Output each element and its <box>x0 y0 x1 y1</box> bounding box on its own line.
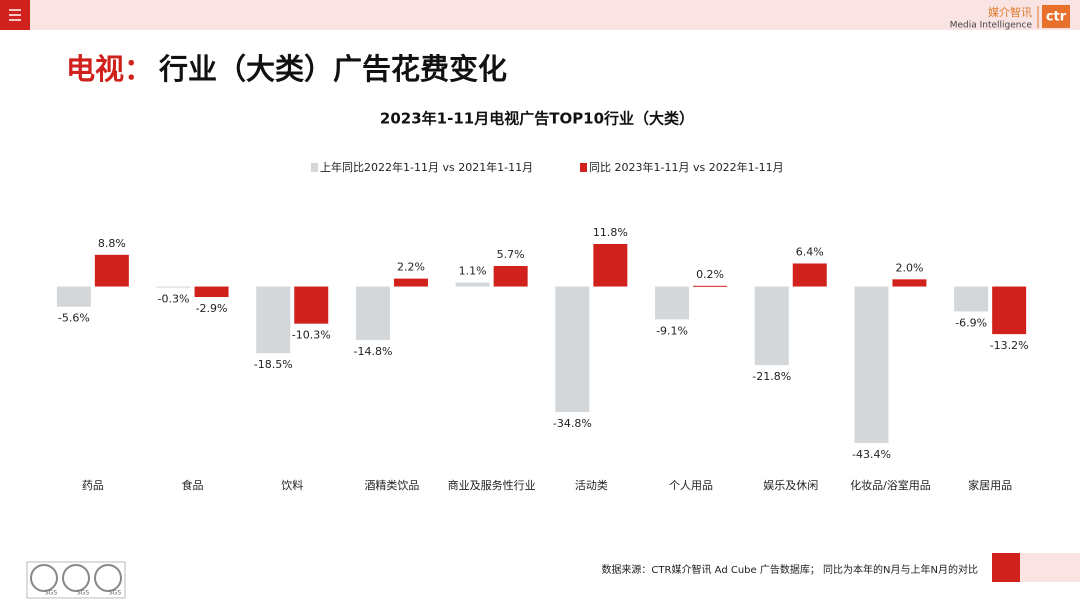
badge-label: SGS <box>109 590 121 597</box>
badge-label: SGS <box>45 590 57 597</box>
value-label: -6.9% <box>955 316 987 329</box>
value-label: 6.4% <box>796 245 824 258</box>
x-tick-label: 酒精类饮品 <box>364 478 419 492</box>
legend-swatch <box>311 163 318 172</box>
bar <box>754 286 789 366</box>
bar <box>854 286 889 443</box>
x-tick-label: 家居用品 <box>968 478 1012 492</box>
bar <box>593 244 628 287</box>
bar <box>493 265 528 287</box>
value-label: 5.7% <box>497 248 525 261</box>
value-label: -5.6% <box>58 312 90 325</box>
logo-box <box>1042 5 1070 28</box>
value-label: -34.8% <box>553 417 592 430</box>
value-label: 11.8% <box>593 226 628 239</box>
bar <box>294 286 329 324</box>
bar <box>194 286 229 297</box>
x-tick-label: 化妆品/浴室用品 <box>850 478 931 492</box>
value-label: -14.8% <box>353 345 392 358</box>
bar <box>455 282 490 287</box>
footer-band <box>1020 553 1080 582</box>
bar <box>655 286 690 320</box>
badge-icons <box>30 564 122 592</box>
value-label: -9.1% <box>656 324 688 337</box>
logo-mark: ctr <box>1046 10 1067 25</box>
legend-label: 上年同比2022年1-11月 vs 2021年1-11月 <box>320 160 533 174</box>
footer: 数据来源：CTR媒介智讯 Ad Cube 广告数据库； 同比为本年的N月与上年N… <box>601 563 978 576</box>
bar <box>792 263 827 287</box>
x-tick-label: 商业及服务性行业 <box>448 478 536 492</box>
value-label: -18.5% <box>254 358 293 371</box>
top-bar <box>0 0 1080 30</box>
badge-label: SGS <box>77 590 89 597</box>
value-label: 1.1% <box>459 265 487 278</box>
x-tick-label: 食品 <box>182 478 204 492</box>
page-title: 行业（大类）广告花费变化 <box>158 52 507 86</box>
value-label: 0.2% <box>696 268 724 281</box>
x-tick-label: 个人用品 <box>669 479 713 492</box>
value-label: -2.9% <box>196 302 228 315</box>
bar <box>693 285 728 287</box>
x-tick-label: 饮料 <box>281 478 303 492</box>
value-label: 2.0% <box>895 261 923 274</box>
bar <box>393 278 428 287</box>
legend-label: 同比 2023年1-11月 vs 2022年1-11月 <box>589 160 784 174</box>
bar <box>94 254 129 287</box>
bar <box>256 286 291 354</box>
x-tick-label: 活动类 <box>575 478 608 492</box>
x-tick-label: 娱乐及休闲 <box>763 478 818 492</box>
legend-swatch <box>580 163 587 172</box>
logo-en: Media Intelligence <box>950 21 1033 31</box>
menu-icon <box>9 9 21 21</box>
value-label: 8.8% <box>98 237 126 250</box>
chart-title: 2023年1-11月电视广告TOP10行业（大类） <box>380 110 694 128</box>
value-label: -0.3% <box>158 293 190 306</box>
footer-block <box>992 553 1020 582</box>
x-tick-label: 药品 <box>82 479 104 492</box>
value-label: 2.2% <box>397 261 425 274</box>
value-label: -10.3% <box>292 329 331 342</box>
value-label: -13.2% <box>990 339 1029 352</box>
page-title-highlight: 电视： <box>66 52 153 86</box>
bar <box>156 286 191 288</box>
value-label: -43.4% <box>852 448 891 461</box>
logo-cn: 媒介智讯 <box>988 5 1032 19</box>
bar <box>56 286 91 307</box>
value-label: -21.8% <box>752 370 791 383</box>
bar <box>355 286 390 340</box>
bar <box>555 286 590 412</box>
bar <box>992 286 1027 335</box>
bar <box>892 279 927 287</box>
bar <box>954 286 989 312</box>
